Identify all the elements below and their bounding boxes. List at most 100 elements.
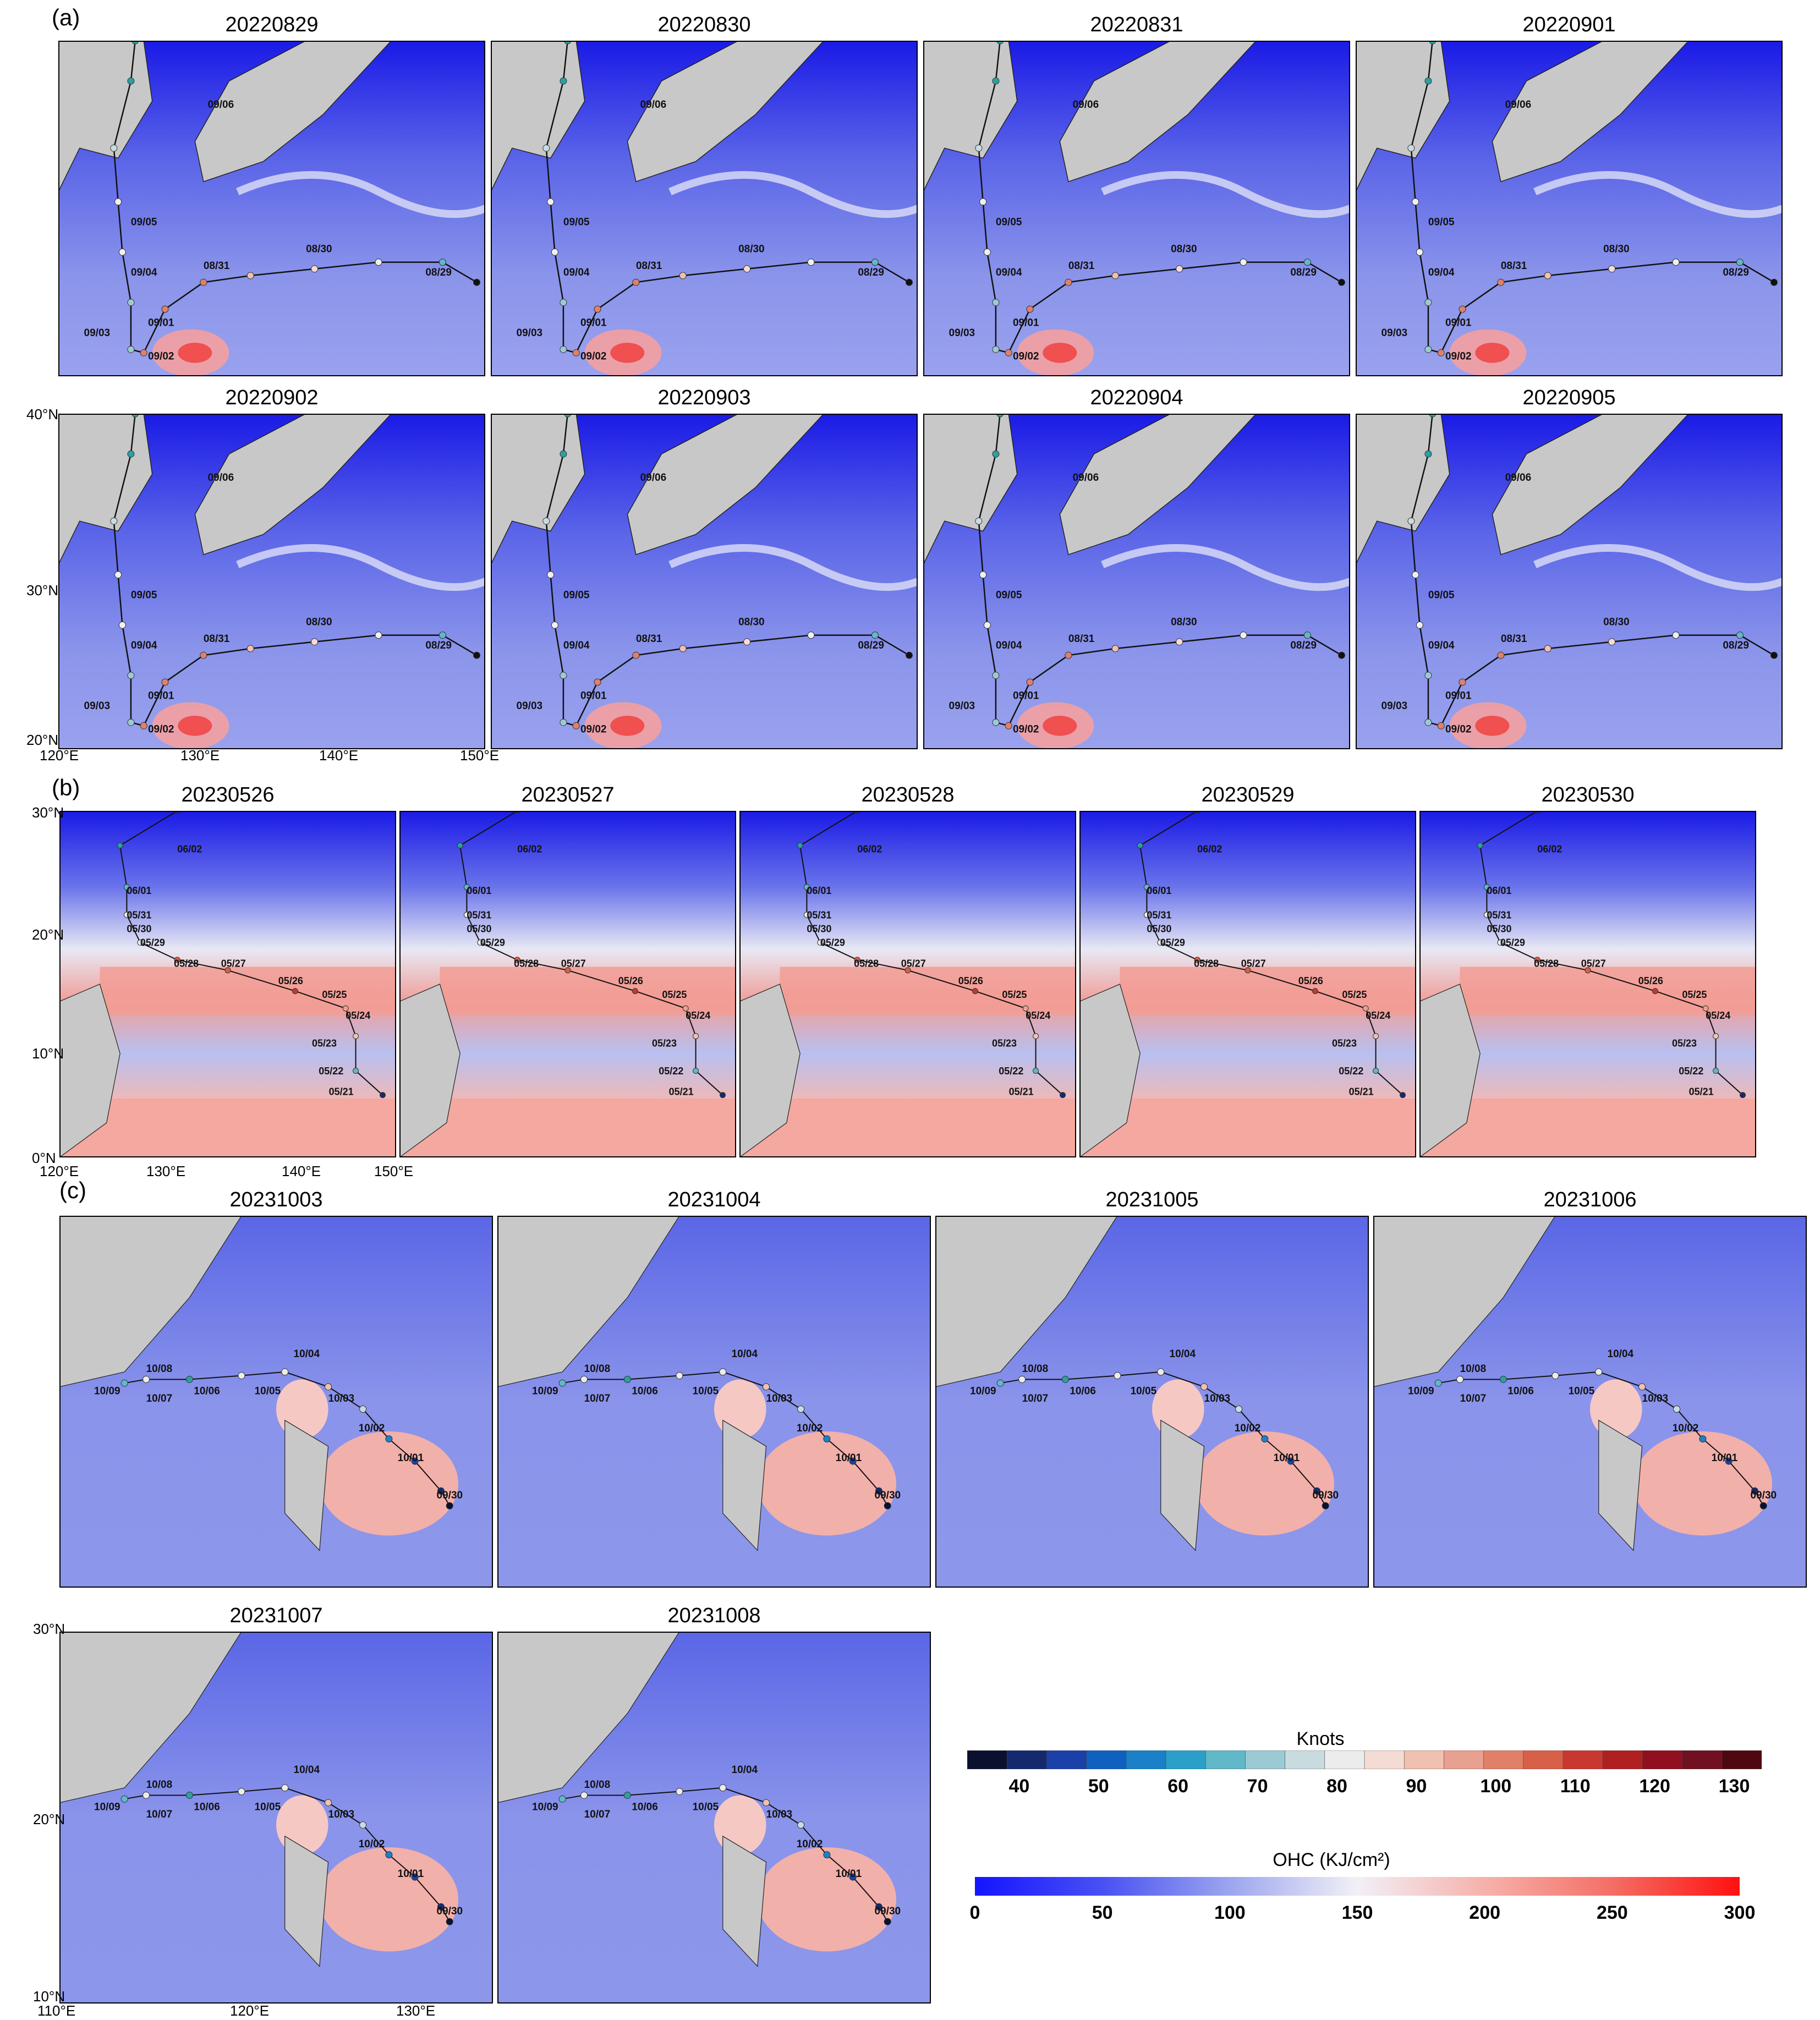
- track-point: [1424, 450, 1432, 458]
- track-point: [1437, 349, 1445, 356]
- ohc-map: 06/02 06/01 05/31 05/30 05/29 05/28 05/27 05/26…: [59, 811, 396, 1157]
- track-date-label: 10/04: [1170, 1348, 1196, 1360]
- track-point: [623, 1791, 631, 1799]
- track-date-label: 08/30: [738, 243, 765, 255]
- track-point: [623, 1375, 631, 1383]
- track-date-label: 09/02: [1445, 724, 1472, 735]
- track-date-label: 09/03: [84, 327, 111, 339]
- track-date-label: 10/04: [732, 1348, 758, 1360]
- track-date-label: 10/02: [359, 1423, 385, 1434]
- map-date-title: 20230526: [181, 783, 275, 806]
- track-date-label: 10/08: [584, 1779, 611, 1791]
- track-point: [142, 1375, 150, 1383]
- track-date-label: 09/04: [563, 267, 590, 278]
- track-date-label: 10/09: [94, 1801, 120, 1813]
- track-date-label: 05/28: [1534, 958, 1559, 969]
- track-date-label: 05/23: [312, 1038, 337, 1049]
- track-point: [884, 1918, 891, 1925]
- track-date-label: 10/02: [359, 1838, 385, 1850]
- track-point: [411, 1873, 419, 1881]
- map-panel: 20230530 06/02 06/01 05/31 05/30 05/29 05/28 05…: [1419, 783, 1756, 1157]
- track-point: [1497, 278, 1505, 286]
- track-date-label: 10/07: [1460, 1393, 1487, 1404]
- track-date-label: 10/06: [194, 1385, 220, 1397]
- track-point: [992, 345, 1000, 353]
- lat-tick: 0°N: [32, 1150, 56, 1166]
- track-point: [983, 248, 991, 256]
- track-point: [1407, 144, 1415, 152]
- track-date-label: 05/31: [807, 909, 831, 920]
- track-point: [594, 678, 601, 686]
- track-date-label: 05/26: [1298, 975, 1323, 986]
- track-date-label: 08/30: [1171, 243, 1197, 255]
- track-point: [797, 1406, 805, 1413]
- track-date-label: 05/27: [1581, 958, 1606, 969]
- track-point: [560, 672, 567, 679]
- track-point: [1240, 259, 1247, 266]
- ohc-map: 06/02 06/01 05/31 05/30 05/29 05/28 05/27 05/26…: [1419, 811, 1756, 1157]
- ohc-tick-label: 150: [1341, 1902, 1373, 1923]
- track-point: [1261, 1435, 1269, 1443]
- track-point: [1497, 939, 1504, 946]
- track-date-label: 08/29: [425, 267, 452, 278]
- knots-tick-label: 40: [1008, 1776, 1030, 1797]
- track-point: [1424, 672, 1432, 679]
- track-point: [975, 517, 983, 525]
- track-point: [200, 651, 207, 659]
- track-date-label: 10/09: [532, 1385, 558, 1397]
- track-point: [1638, 1383, 1646, 1391]
- track-date-label: 10/01: [1274, 1452, 1300, 1464]
- track-point: [1740, 1092, 1746, 1099]
- track-date-label: 06/02: [517, 844, 542, 855]
- track-point: [679, 645, 687, 652]
- track-date-label: 09/04: [1428, 640, 1455, 651]
- track-date-label: 09/30: [437, 1490, 463, 1501]
- track-point: [1313, 1487, 1320, 1495]
- track-date-label: 05/21: [1349, 1086, 1374, 1097]
- track-point: [979, 198, 987, 206]
- track-point: [564, 967, 571, 974]
- track-point: [174, 957, 180, 963]
- track-point: [1725, 1457, 1733, 1465]
- track-point: [632, 651, 640, 659]
- track-point: [1424, 299, 1432, 306]
- track-point: [1416, 248, 1423, 256]
- track-point: [1544, 272, 1552, 279]
- knots-tick-label: 50: [1088, 1776, 1109, 1797]
- track-point: [905, 278, 913, 286]
- track-date-label: 08/31: [204, 633, 230, 645]
- track-point: [353, 1033, 359, 1039]
- track-point: [1111, 272, 1119, 279]
- ohc-tick-label: 50: [1092, 1902, 1113, 1923]
- track-point: [311, 638, 319, 646]
- track-point: [1373, 1068, 1379, 1074]
- track-date-label: 08/29: [425, 640, 452, 651]
- track-date-label: 05/24: [1706, 1010, 1730, 1021]
- track-date-label: 10/08: [584, 1363, 611, 1375]
- track-point: [693, 1068, 699, 1074]
- ohc-map: 06/02 06/01 05/31 05/30 05/29 05/28 05/27 05/26…: [399, 811, 736, 1157]
- track-date-label: 05/23: [1332, 1038, 1357, 1049]
- track-date-label: 06/01: [807, 885, 831, 896]
- track-point: [127, 450, 135, 458]
- track-date-label: 09/02: [148, 351, 174, 363]
- track-point: [1412, 198, 1419, 206]
- track-point: [1373, 1033, 1379, 1039]
- ohc-map: 10/08 10/09 10/07 10/06 10/05 10/04 10/03 10/02…: [59, 1216, 493, 1588]
- track-date-label: 10/09: [1408, 1385, 1434, 1397]
- track-point: [127, 77, 135, 85]
- track-point: [185, 1375, 193, 1383]
- track-point: [473, 278, 480, 286]
- track-point: [1235, 1406, 1243, 1413]
- track-date-label: 05/25: [1682, 989, 1707, 1000]
- track-point: [1483, 884, 1490, 891]
- lon-tick: 120°E: [40, 747, 79, 764]
- track-date-label: 05/30: [127, 924, 151, 935]
- lon-tick: 120°E: [40, 1163, 79, 1179]
- track-point: [719, 1784, 727, 1792]
- track-date-label: 09/05: [1428, 217, 1455, 228]
- track-date-label: 06/01: [1487, 885, 1511, 896]
- track-date-label: 10/03: [766, 1809, 793, 1820]
- track-date-label: 05/29: [140, 937, 165, 948]
- track-point: [1176, 265, 1183, 273]
